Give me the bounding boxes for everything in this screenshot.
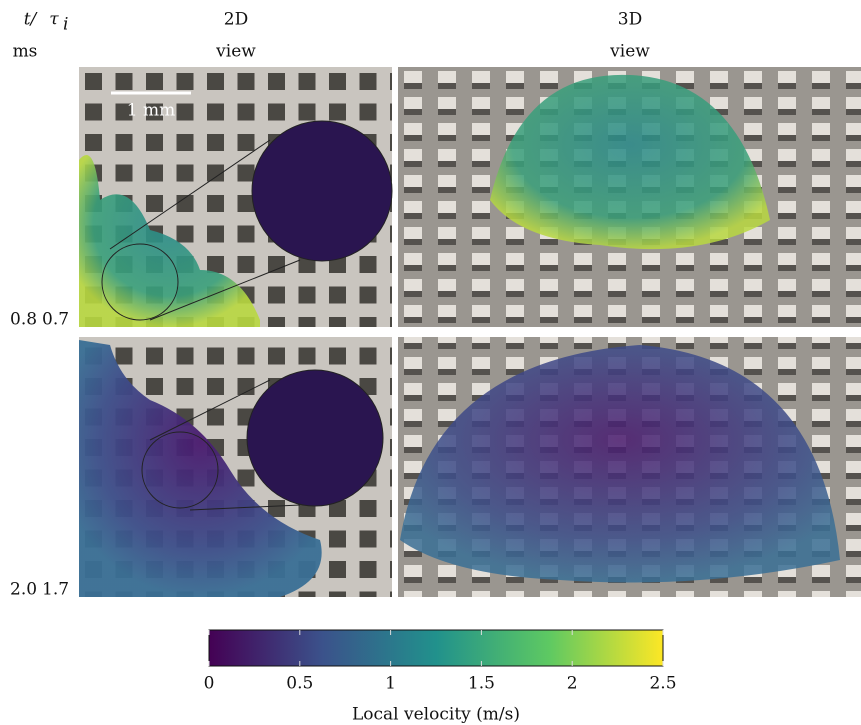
zoom-inset [252,121,392,261]
scale-bar-label: 1 mm [127,101,175,121]
tau-label: τ [49,10,59,30]
column-title: 3D [618,10,642,30]
tau-subscript: i [63,15,68,35]
figure: t/ τ i ms 2D view 3D view 1 mm 0.8 0.7 2… [0,0,861,725]
time-label: t/ [24,10,39,30]
row-tau: 1.7 [42,580,69,600]
column-subtitle: view [215,42,256,62]
zoom-inset [247,370,383,506]
time-unit: ms [13,42,38,62]
colorbar [209,630,663,666]
row-time: 0.8 [10,310,37,330]
column-title: 2D [224,10,248,30]
row-tau: 0.7 [42,310,69,330]
column-subtitle: view [609,42,650,62]
colorbar-tick-label: 2 [567,674,578,694]
colorbar-tick-label: 1 [385,674,396,694]
colorbar-tick-label: 2.5 [649,674,676,694]
colorbar-tick-label: 0 [204,674,215,694]
colorbar-tick-label: 1.5 [468,674,495,694]
colorbar-tick-label: 0.5 [286,674,313,694]
row-time: 2.0 [10,580,37,600]
colorbar-label: Local velocity (m/s) [352,705,520,725]
